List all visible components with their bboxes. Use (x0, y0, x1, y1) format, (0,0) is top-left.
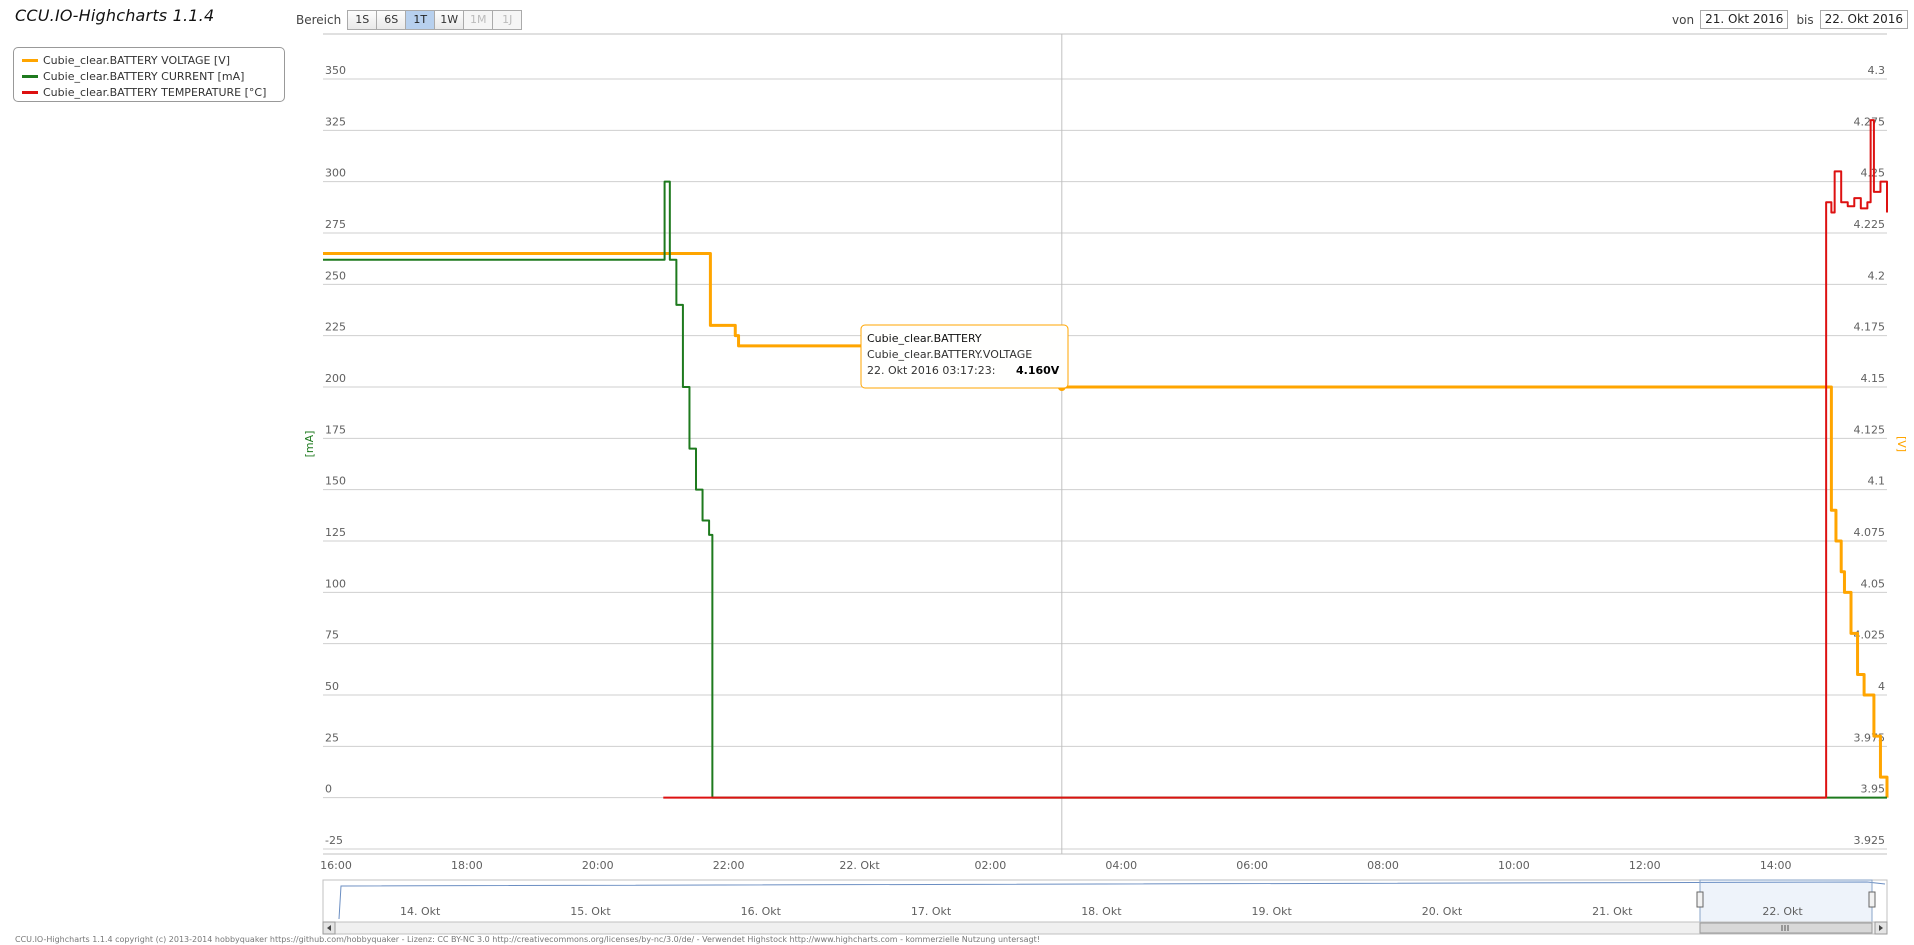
y-left-tick-label: 175 (325, 423, 346, 436)
legend-swatch-icon (22, 58, 38, 62)
legend-swatch-icon (22, 74, 38, 78)
navigator-label: 19. Okt (1252, 905, 1293, 918)
y-left-tick-label: 25 (325, 731, 339, 744)
chevron-right-icon (1879, 925, 1883, 931)
chevron-left-icon (327, 925, 331, 931)
navigator-panel (322, 879, 1888, 923)
range-button-1t[interactable]: 1T (406, 11, 436, 29)
x-tick-label: 16:00 (320, 859, 352, 872)
app-title: CCU.IO-Highcharts 1.1.4 (15, 6, 215, 25)
tooltip-time: 22. Okt 2016 03:17:23: (867, 364, 995, 377)
y-left-tick-label: -25 (325, 834, 343, 847)
y-right-tick-label: 4.1 (1868, 475, 1886, 488)
y-right-tick-label: 3.925 (1854, 834, 1886, 847)
navigator-selection[interactable] (1699, 879, 1873, 923)
legend-swatch-icon (22, 90, 38, 94)
y-right-axis-title: [V] (1895, 436, 1908, 452)
navigator-label: 14. Okt (400, 905, 441, 918)
legend-item[interactable]: Cubie_clear.BATTERY TEMPERATURE [°C] (14, 84, 284, 100)
navigator-label: 15. Okt (570, 905, 611, 918)
y-left-tick-label: 250 (325, 269, 346, 282)
y-right-tick-label: 3.95 (1861, 783, 1886, 796)
x-tick-label: 02:00 (975, 859, 1007, 872)
legend-label: Cubie_clear.BATTERY CURRENT [mA] (43, 69, 245, 83)
to-label: bis (1796, 12, 1814, 27)
navigator-label: 21. Okt (1592, 905, 1633, 918)
y-left-axis-title: [mA] (303, 431, 316, 458)
y-left-tick-label: 300 (325, 167, 346, 180)
y-left-tick-label: 350 (325, 64, 346, 77)
legend-item[interactable]: Cubie_clear.BATTERY VOLTAGE [V] (14, 52, 284, 68)
range-button-1j: 1J (493, 11, 522, 29)
y-right-tick-label: 4.15 (1861, 372, 1886, 385)
tooltip-series: Cubie_clear.BATTERY.VOLTAGE (867, 348, 1032, 361)
y-left-tick-label: 325 (325, 115, 346, 128)
range-selector: Bereich 1S 6S 1T 1W 1M 1J (296, 10, 523, 30)
scroll-grip-icon (1781, 925, 1789, 931)
range-button-6s[interactable]: 6S (377, 11, 407, 29)
x-tick-label: 04:00 (1105, 859, 1137, 872)
navigator-label: 17. Okt (911, 905, 952, 918)
navigator-label: 20. Okt (1422, 905, 1463, 918)
y-right-tick-label: 4.2 (1868, 269, 1886, 282)
y-left-tick-label: 225 (325, 321, 346, 334)
y-right-tick-label: 4.175 (1854, 321, 1886, 334)
from-label: von (1672, 12, 1695, 27)
y-right-tick-label: 4.25 (1861, 167, 1886, 180)
y-left-tick-label: 200 (325, 372, 346, 385)
range-button-1m: 1M (464, 11, 494, 29)
y-left-tick-label: 125 (325, 526, 346, 539)
y-right-tick-label: 4.025 (1854, 629, 1886, 642)
range-button-group: 1S 6S 1T 1W 1M 1J (347, 10, 523, 30)
navigator-series-line (338, 881, 1886, 920)
y-left-tick-label: 50 (325, 680, 339, 693)
x-tick-label: 18:00 (451, 859, 483, 872)
x-tick-label: 10:00 (1498, 859, 1530, 872)
tooltip-value: 4.160V (1016, 364, 1060, 377)
to-date-input[interactable]: 22. Okt 2016 (1819, 10, 1908, 29)
y-right-tick-label: 4 (1878, 680, 1885, 693)
scrollbar-thumb[interactable] (1699, 922, 1873, 934)
tooltip-box (860, 324, 1069, 389)
x-tick-label: 06:00 (1236, 859, 1268, 872)
y-right-tick-label: 4.275 (1854, 115, 1886, 128)
y-left-tick-label: 100 (325, 577, 346, 590)
date-range: von 21. Okt 2016 bis 22. Okt 2016 (1672, 10, 1908, 29)
range-button-1s[interactable]: 1S (348, 11, 378, 29)
series-line-2 (663, 119, 1888, 799)
from-date-input[interactable]: 21. Okt 2016 (1700, 10, 1789, 29)
x-tick-label: 14:00 (1760, 859, 1792, 872)
navigator-label: 16. Okt (741, 905, 782, 918)
x-tick-label: 08:00 (1367, 859, 1399, 872)
navigator-right-handle[interactable] (1868, 891, 1876, 908)
y-right-tick-label: 4.3 (1868, 64, 1886, 77)
range-label: Bereich (296, 13, 342, 27)
chart-legend: Cubie_clear.BATTERY VOLTAGE [V] Cubie_cle… (13, 47, 285, 102)
x-tick-label: 22. Okt (839, 859, 880, 872)
legend-item[interactable]: Cubie_clear.BATTERY CURRENT [mA] (14, 68, 284, 84)
y-right-tick-label: 4.05 (1861, 577, 1886, 590)
navigator-left-handle[interactable] (1696, 891, 1704, 908)
x-tick-label: 22:00 (713, 859, 745, 872)
series-line-1 (323, 180, 1887, 799)
y-right-tick-label: 4.225 (1854, 218, 1886, 231)
navigator-label: 18. Okt (1081, 905, 1122, 918)
range-button-1w[interactable]: 1W (435, 11, 465, 29)
legend-label: Cubie_clear.BATTERY TEMPERATURE [°C] (43, 85, 267, 99)
y-left-tick-label: 0 (325, 783, 332, 796)
y-left-tick-label: 275 (325, 218, 346, 231)
x-tick-label: 20:00 (582, 859, 614, 872)
y-left-tick-label: 75 (325, 629, 339, 642)
y-right-tick-label: 4.075 (1854, 526, 1886, 539)
tooltip-title: Cubie_clear.BATTERY (867, 332, 982, 345)
series-line-0 (323, 252, 1889, 798)
legend-label: Cubie_clear.BATTERY VOLTAGE [V] (43, 53, 231, 67)
y-left-tick-label: 150 (325, 475, 346, 488)
scrollbar-track[interactable] (322, 921, 1888, 935)
y-right-tick-label: 4.125 (1854, 423, 1886, 436)
footer-copyright: CCU.IO-Highcharts 1.1.4 copyright (c) 20… (15, 935, 1040, 944)
x-tick-label: 12:00 (1629, 859, 1661, 872)
navigator-label: 22. Okt (1762, 905, 1803, 918)
